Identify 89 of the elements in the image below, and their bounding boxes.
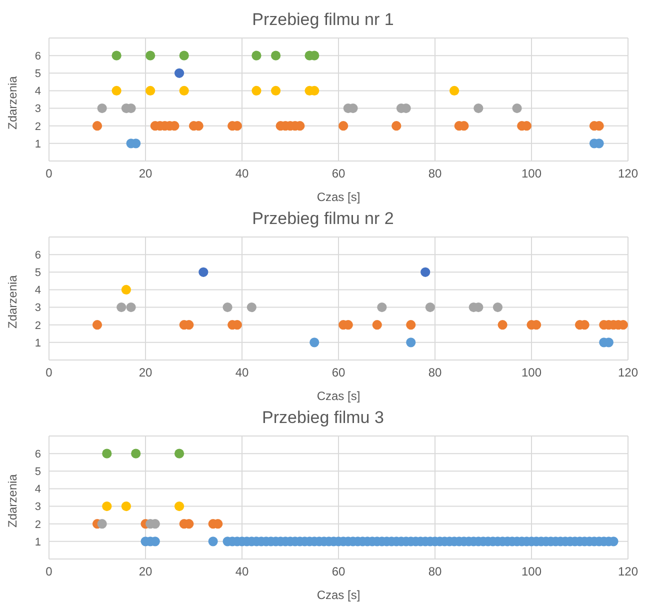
point: [512, 103, 522, 114]
y-tick-label: 1: [34, 536, 41, 548]
x-tick-label: 120: [618, 166, 638, 181]
point: [474, 103, 484, 114]
point: [270, 86, 281, 96]
y-tick-label: 2: [34, 518, 41, 531]
x-axis-title: Czas [s]: [316, 190, 360, 204]
x-tick-label: 120: [618, 366, 638, 380]
point: [174, 448, 184, 458]
point: [97, 519, 107, 529]
point: [450, 86, 460, 96]
x-tick-label: 120: [618, 564, 638, 579]
point: [492, 302, 503, 312]
y-tick-label: 3: [34, 302, 41, 314]
chart-title: Przebieg filmu 3: [261, 407, 385, 429]
point: [222, 302, 232, 312]
point: [198, 267, 208, 277]
y-tick-label: 6: [34, 249, 41, 262]
y-tick-label: 2: [34, 320, 41, 332]
x-tick-label: 80: [428, 366, 442, 380]
x-tick-label: 60: [332, 366, 346, 380]
x-tick-label: 0: [46, 366, 53, 380]
point: [338, 121, 348, 131]
y-tick-label: 3: [34, 501, 41, 514]
chart-title: Przebieg filmu nr 1: [251, 9, 395, 31]
point: [406, 338, 416, 348]
point: [97, 103, 107, 114]
point: [372, 320, 382, 330]
point: [102, 501, 112, 512]
point: [179, 50, 189, 60]
x-tick-label: 40: [235, 166, 249, 181]
x-tick-label: 20: [138, 366, 152, 380]
x-tick-label: 0: [46, 564, 53, 579]
y-tick-label: 5: [34, 68, 41, 80]
x-tick-label: 80: [428, 564, 442, 579]
point: [131, 448, 141, 458]
point: [174, 68, 184, 78]
point: [252, 50, 262, 60]
point: [246, 302, 256, 312]
point: [146, 86, 156, 96]
point: [116, 302, 126, 312]
y-tick-label: 2: [34, 120, 41, 133]
point: [174, 501, 184, 512]
x-axis-title: Czas [s]: [316, 588, 360, 602]
y-tick-label: 4: [34, 484, 41, 496]
x-tick-label: 100: [521, 564, 542, 579]
y-tick-label: 3: [34, 103, 41, 116]
point: [126, 302, 136, 312]
point: [146, 50, 156, 60]
point: [377, 302, 387, 312]
y-tick-label: 6: [34, 50, 41, 62]
x-tick-label: 100: [521, 166, 542, 181]
x-tick-label: 40: [235, 366, 249, 380]
y-axis-title: Zdarzenia: [5, 274, 20, 328]
x-tick-label: 100: [521, 366, 542, 380]
point: [92, 320, 102, 330]
y-tick-label: 4: [34, 284, 41, 297]
chart-title: Przebieg filmu nr 2: [251, 208, 395, 230]
x-tick-label: 40: [235, 564, 249, 579]
x-tick-label: 60: [332, 166, 346, 181]
y-tick-label: 1: [34, 138, 41, 150]
point: [498, 320, 508, 330]
y-tick-label: 1: [34, 337, 41, 350]
point: [121, 284, 131, 295]
x-tick-label: 20: [138, 564, 152, 579]
point: [112, 50, 122, 60]
x-tick-label: 80: [428, 166, 442, 181]
point: [92, 121, 102, 131]
x-axis-title: Czas [s]: [316, 389, 360, 403]
point: [310, 338, 320, 348]
y-tick-label: 5: [34, 466, 41, 478]
y-tick-label: 4: [34, 86, 41, 98]
y-tick-label: 6: [34, 448, 41, 460]
y-tick-label: 5: [34, 267, 41, 280]
point: [420, 267, 430, 277]
y-axis-title: Zdarzenia: [5, 474, 20, 528]
point: [425, 302, 435, 312]
x-tick-label: 20: [138, 166, 152, 181]
point: [252, 86, 262, 96]
x-tick-label: 60: [332, 564, 346, 579]
point: [121, 501, 131, 512]
x-tick-label: 0: [46, 166, 53, 181]
y-axis-title: Zdarzenia: [5, 76, 20, 130]
point: [102, 448, 112, 458]
point: [392, 121, 402, 131]
point: [112, 86, 122, 96]
point: [270, 50, 281, 60]
point: [179, 86, 189, 96]
point: [406, 320, 416, 330]
